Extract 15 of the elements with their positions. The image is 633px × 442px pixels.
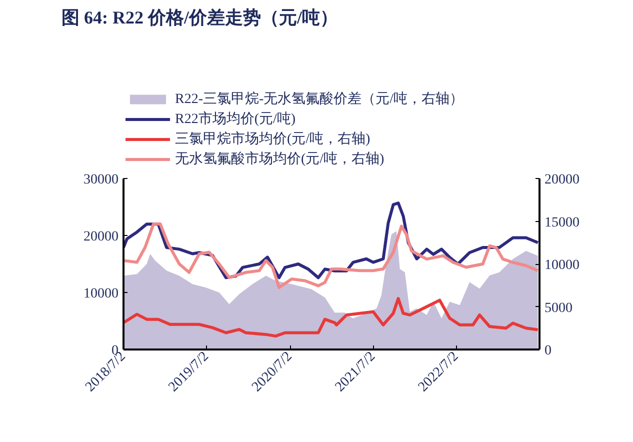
legend-label: 三氯甲烷市场均价(元/吨，右轴): [175, 130, 370, 148]
y-tick-label: 10000: [84, 286, 118, 302]
line-series: [124, 222, 540, 290]
y-tick-label: 20000: [84, 230, 118, 244]
y2-tick-label: 10000: [544, 258, 580, 273]
y2-tick-label: 20000: [544, 172, 580, 188]
y2-tick-label: 0: [544, 344, 552, 358]
y-tick-label: 30000: [84, 172, 118, 188]
chart-title: 图 64: R22 价格/价差走势（元/吨）: [62, 8, 338, 28]
y2-tick-label: 15000: [544, 215, 580, 230]
legend-label: 无水氢氟酸市场均价(元/吨，右轴): [175, 150, 384, 168]
y2-tick-label: 5000: [544, 300, 572, 316]
legend-label: R22-三氯甲烷-无水氢氟酸价差（元/吨，右轴）: [175, 90, 464, 108]
legend-label: R22市场均价(元/吨): [175, 110, 296, 128]
line-series: [124, 297, 540, 338]
